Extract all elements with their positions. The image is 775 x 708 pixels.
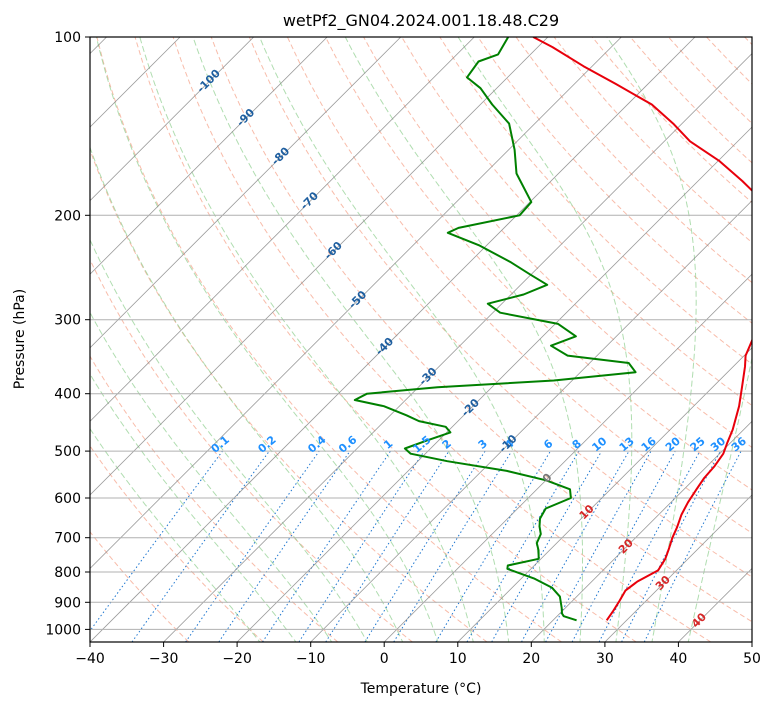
mixing-ratio-line [325, 450, 450, 642]
isotherm-line [90, 37, 254, 202]
moist-adiabat [139, 37, 474, 642]
chart-title: wetPf2_GN04.2024.001.18.48.C29 [283, 11, 559, 31]
isotherm-line [236, 126, 752, 642]
dry-adiabat [90, 355, 339, 642]
dry-adiabat [515, 37, 752, 284]
y-tick-label: 700 [54, 531, 81, 547]
x-tick-label: 40 [669, 651, 687, 667]
dry-adiabat [90, 531, 190, 642]
isotherm-line [90, 37, 622, 569]
dry-adiabat [477, 37, 752, 324]
x-tick-label: 20 [522, 651, 540, 667]
dry-adiabat [172, 37, 712, 642]
y-axis-title: Pressure (hPa) [12, 289, 28, 389]
dry-adiabat [134, 37, 637, 642]
plot-frame [89, 36, 753, 643]
x-tick-label: 0 [380, 651, 389, 667]
y-tick-label: 200 [54, 208, 81, 224]
isotherm-line [90, 37, 475, 422]
mixing-ratio-line [131, 450, 270, 642]
y-tick-label: 600 [54, 491, 81, 507]
y-tick-label: 400 [54, 387, 81, 403]
moist-adiabat [90, 373, 297, 642]
mixing-ratio-line [262, 450, 391, 642]
y-tick-label: 500 [54, 444, 81, 460]
dry-adiabat [90, 445, 264, 642]
moist-adiabat [457, 37, 633, 642]
axes: −40 −30 −20 −10 0 10 20 30 40 50 100 200 300 400 500 60… [45, 30, 761, 667]
plot-background [90, 37, 752, 642]
y-tick-label: 900 [54, 595, 81, 611]
isotherm-line [90, 37, 549, 496]
dewpoint-profile-line [353, 37, 637, 622]
mixing-ratio-line [521, 450, 630, 642]
isotherm-line [90, 37, 402, 349]
x-tick-label: −10 [296, 651, 326, 667]
y-tick-label: 800 [54, 565, 81, 581]
mixing-ratio-line [393, 450, 513, 642]
x-tick-label: 50 [743, 651, 761, 667]
profile-series [353, 37, 752, 622]
y-tick-label: 100 [54, 30, 81, 46]
x-axis-title: Temperature (°C) [360, 681, 482, 697]
y-tick-label: 300 [54, 313, 81, 329]
moist-adiabat [606, 37, 697, 642]
mixing-ratio-line [643, 450, 742, 642]
mixing-ratio-line [185, 450, 320, 642]
isotherm-line [604, 494, 752, 642]
x-tick-label: −30 [149, 651, 179, 667]
isotherm-line [383, 273, 752, 642]
mixing-ratio-line [90, 450, 223, 632]
moist-adiabat [259, 37, 545, 642]
dry-adiabat [96, 37, 562, 642]
y-tick-label: 1000 [45, 622, 81, 638]
isotherm-line [90, 37, 328, 275]
isotherm-line [457, 347, 752, 642]
dry-adiabat [210, 37, 752, 623]
x-tick-label: −40 [75, 651, 105, 667]
isotherm-line [310, 200, 752, 642]
grid-lines [90, 37, 752, 642]
x-tick-label: −20 [222, 651, 252, 667]
dry-adiabat [325, 37, 752, 491]
dry-adiabat [90, 148, 488, 642]
mixing-ratio-line [571, 450, 676, 642]
mixing-ratio-line [545, 450, 652, 642]
dry-adiabat [248, 37, 752, 578]
x-tick-label: 10 [449, 651, 467, 667]
temperature-profile-line [532, 37, 752, 621]
dry-adiabat [401, 37, 752, 407]
isotherm-line [90, 37, 696, 642]
isotherm-line [163, 53, 752, 642]
mixing-ratio-line [218, 450, 351, 642]
x-tick-label: 30 [596, 651, 614, 667]
isotherm-line [531, 420, 752, 642]
mixing-ratio-line [298, 450, 425, 642]
